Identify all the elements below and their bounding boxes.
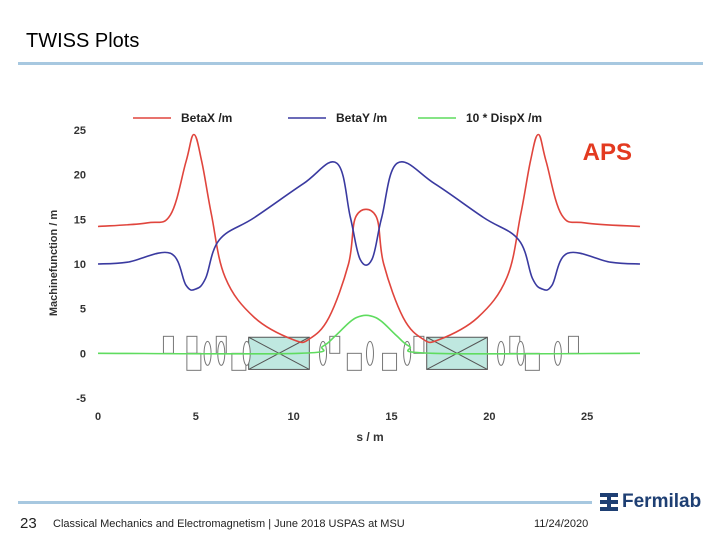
footer-text: Classical Mechanics and Electromagnetism… [53,518,405,530]
x-tick-label: 0 [95,411,101,423]
chart-axes: 25 20 15 10 5 0 -5 0 5 10 15 20 25 s / m Machinefuncti… [48,125,593,444]
y-axis-label: Machinefunction / m [48,210,60,317]
fermilab-logo-icon [600,493,618,511]
quadrupole-focusing [567,335,579,354]
quadrupole-focusing [186,335,198,354]
series-line-dispx [97,314,641,355]
slide-title: TWISS Plots [26,30,140,52]
x-tick-label: 5 [193,411,199,423]
x-tick-label: 25 [581,411,593,423]
legend-item: 10 * DispX /m [418,111,542,125]
fermilab-logo-text: Fermilab [622,491,702,512]
legend-item: BetaX /m [133,111,232,125]
y-tick-label: 0 [80,348,86,360]
y-tick-label: 5 [80,304,86,316]
quadrupole-defocusing [186,352,202,371]
legend-item: BetaY /m [288,111,387,125]
y-tick-label: 25 [74,125,86,137]
footer-divider [18,501,592,504]
quadrupole-focusing [162,335,174,354]
page-number: 23 [20,515,37,532]
legend-label: BetaX /m [181,111,232,125]
chart-series [97,133,641,355]
y-tick-label: -5 [76,393,86,405]
fermilab-logo: Fermilab [598,490,710,514]
footer-date: 11/24/2020 [534,518,589,530]
series-line-betax [97,133,641,344]
x-tick-label: 10 [288,411,300,423]
x-axis-label: s / m [356,430,383,444]
y-tick-label: 10 [74,259,86,271]
x-tick-label: 20 [483,411,495,423]
legend-label: 10 * DispX /m [466,111,542,125]
legend-label: BetaY /m [336,111,387,125]
title-divider [18,62,703,65]
quadrupole-defocusing [346,352,362,371]
sextupole-lens [403,340,412,366]
series-line-betay [97,161,641,291]
sextupole-lens [365,340,374,366]
y-tick-label: 15 [74,214,86,226]
quadrupole-defocusing [524,352,540,371]
quadrupole-defocusing [382,352,398,371]
chart-legend: BetaX /m BetaY /m 10 * DispX /m [133,111,542,125]
x-tick-label: 15 [385,411,397,423]
aps-label: APS [583,139,632,166]
y-tick-label: 20 [74,170,86,182]
